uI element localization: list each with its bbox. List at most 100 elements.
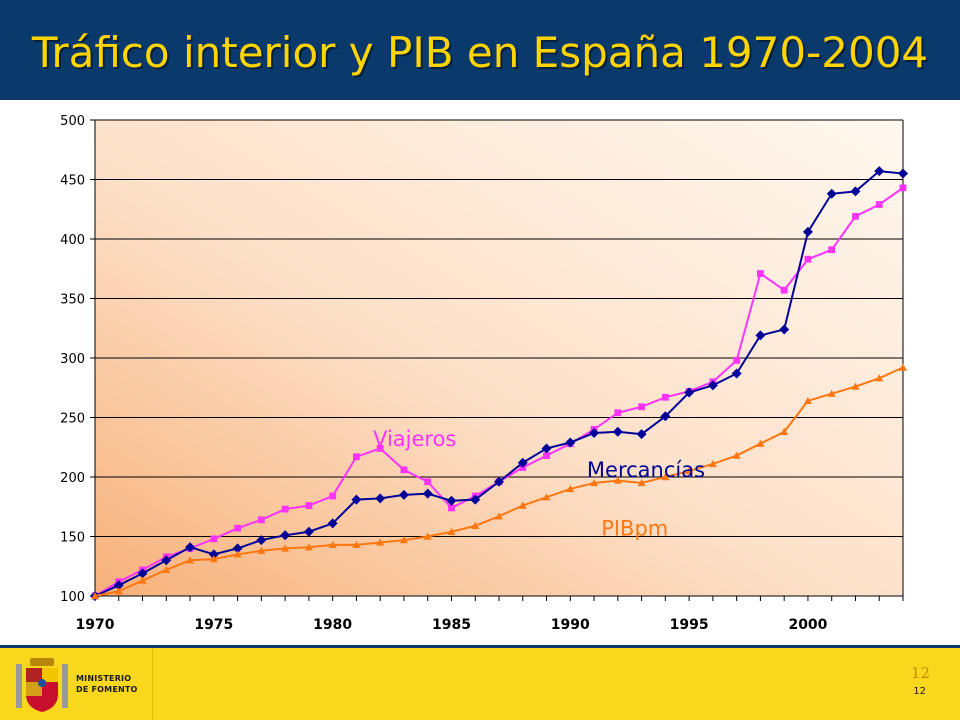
data-point [684,387,695,398]
x-tick-label: 1975 [194,617,233,633]
y-tick-label: 500 [60,114,85,129]
data-point [210,535,218,543]
x-tick-label: 1995 [670,617,709,633]
logo-line-2: DE FOMENTO [76,685,138,694]
data-point [352,540,361,549]
x-tick-label: 2000 [788,617,827,633]
data-point [400,466,408,474]
data-point [376,538,385,546]
footer-bar: MINISTERIO DE FOMENTO 12 12 [0,648,960,720]
data-point [495,512,503,520]
data-point [899,363,907,371]
data-point [708,459,717,468]
data-point [661,393,669,401]
data-point [590,478,599,487]
data-point [636,429,647,440]
data-point [353,453,360,461]
data-point [780,286,788,294]
data-point [186,556,195,564]
data-point [852,212,859,220]
data-point [637,478,646,487]
slide-title: Tráfico interior y PIB en España 1970-20… [31,28,929,77]
data-point [327,518,338,529]
data-point [660,411,671,422]
data-point [448,504,455,512]
data-point [661,473,670,481]
series-pibpm [91,363,907,600]
page-number: 12 [910,664,930,682]
data-point [162,565,171,574]
data-point [471,521,480,529]
data-point [732,451,741,459]
y-tick-label: 400 [60,233,85,248]
data-point [137,568,148,579]
data-point [424,478,432,486]
data-point [542,493,551,501]
data-point [826,188,837,199]
series-mercancías [90,166,908,601]
data-point [851,382,860,390]
page-number-small: 12 [913,686,926,697]
x-tick-label: 1970 [76,617,115,633]
axes: 100 150 200 250 300 350 400 450 500 1970 1975 1980 1… [60,114,904,633]
data-point [756,439,765,447]
data-point [257,546,266,554]
data-point [398,489,409,500]
data-point [517,457,528,468]
data-point [351,494,362,505]
data-point [541,443,552,454]
series-labels: Viajeros Mercancías PIBpm [373,427,705,540]
y-tick-label: 250 [60,412,85,427]
data-point [91,592,99,600]
data-point [399,536,408,544]
data-point [612,426,623,437]
data-point [233,550,242,558]
data-point [305,502,313,509]
data-point [898,168,908,179]
data-point [329,492,337,500]
data-point [755,330,766,341]
data-point [470,494,481,505]
y-tick-label: 350 [60,293,85,308]
data-point [589,427,600,438]
y-tick-label: 450 [60,174,85,189]
data-point [375,493,386,504]
data-point [614,409,622,417]
series-group [90,166,908,601]
data-point [802,226,813,237]
data-point [899,184,907,192]
data-point [161,555,172,566]
data-point [113,580,124,591]
x-tick-label: 1985 [432,617,471,633]
data-point [422,488,433,499]
data-point [303,526,314,537]
logo-line-1: MINISTERIO [76,674,132,683]
data-point [875,201,883,208]
data-point [707,380,718,391]
data-point [757,270,764,277]
data-point [827,389,836,397]
data-point [328,540,337,549]
data-point [780,427,789,435]
ministerio-logo: MINISTERIO DE FOMENTO [0,648,153,720]
data-point [257,516,265,524]
series-label-pibpm: PIBpm [601,516,668,540]
series-label-mercancías: Mercancías [587,458,705,482]
x-tick-label: 1990 [551,617,590,633]
data-point [731,368,742,379]
data-point [138,576,147,584]
series-label-viajeros: Viajeros [373,427,456,451]
y-tick-label: 150 [60,531,85,546]
data-point [281,505,289,513]
data-point [423,532,432,540]
data-point [779,324,790,335]
data-point [281,544,290,552]
data-point [874,166,885,177]
data-point [543,452,550,459]
y-tick-label: 200 [60,471,85,486]
data-point [804,255,812,263]
data-point [685,467,694,475]
data-point [234,524,241,532]
data-point [850,186,861,197]
y-tick-label: 100 [60,590,85,605]
